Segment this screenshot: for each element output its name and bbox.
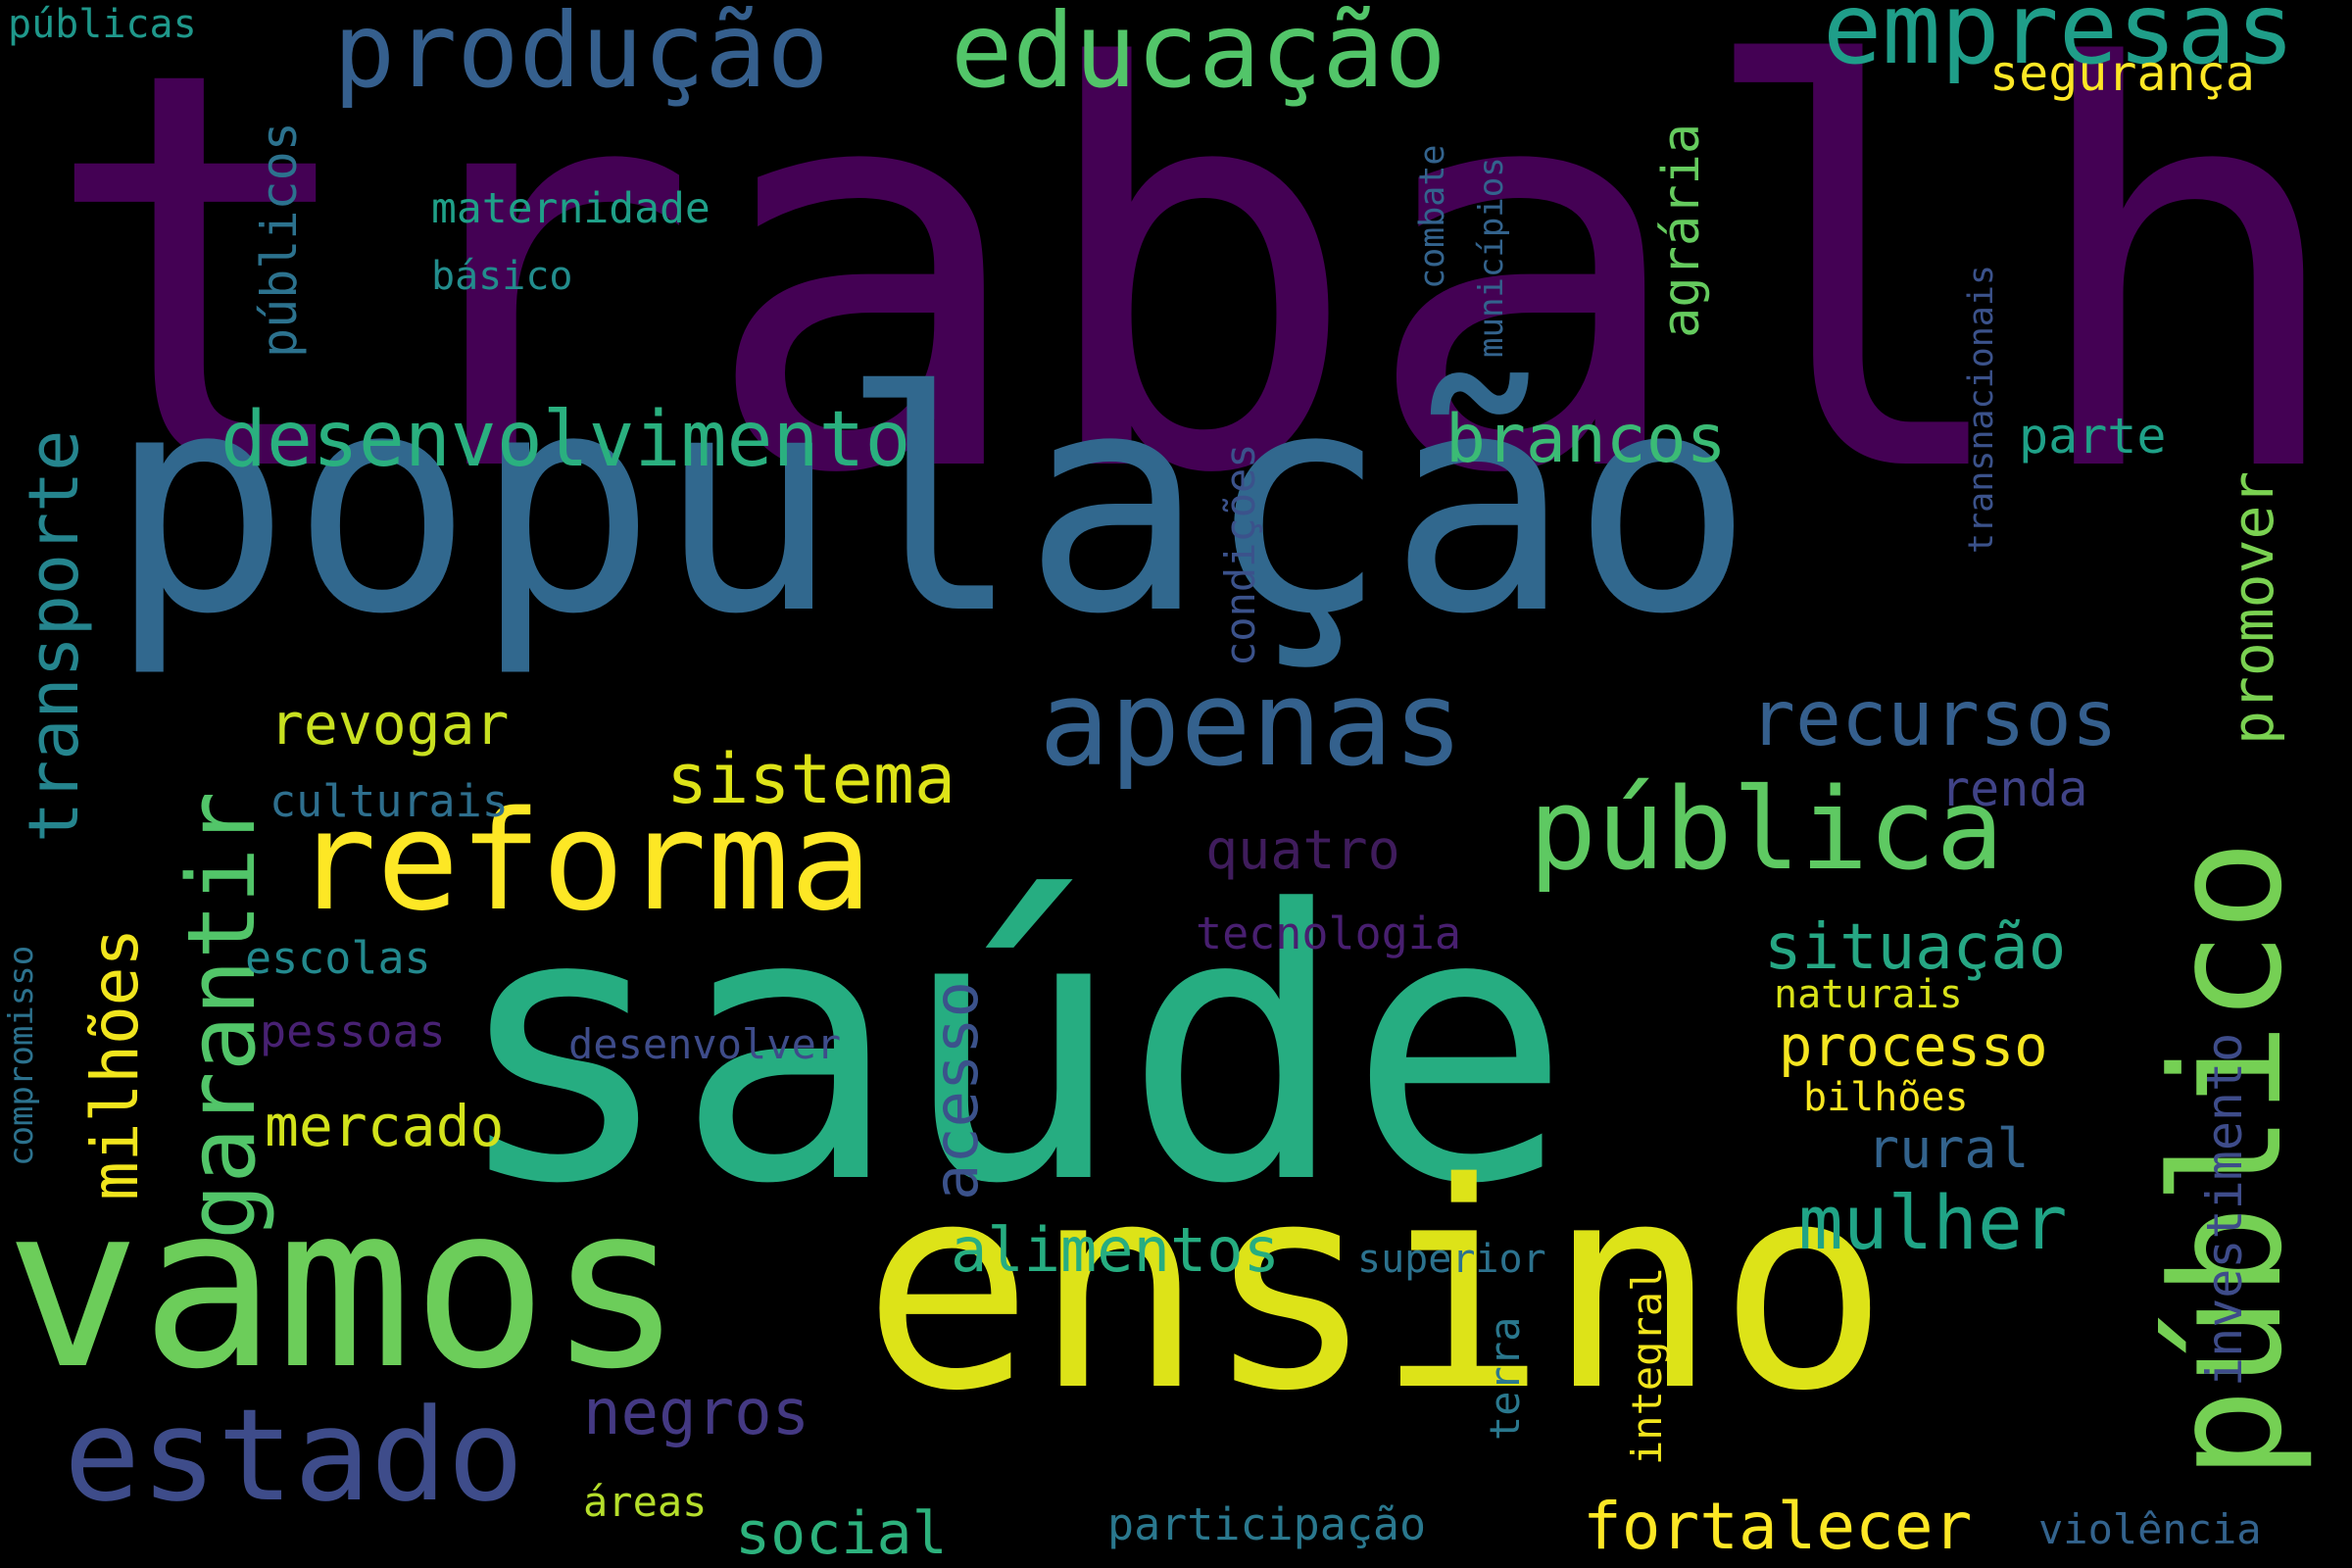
- word-investimento: investimento: [2196, 1032, 2253, 1387]
- word-basico: básico: [431, 254, 573, 299]
- word-municipios: municípios: [1472, 157, 1511, 358]
- word-vamos: vamos: [5, 1157, 684, 1419]
- word-situacao: situação: [1764, 911, 2067, 984]
- word-revogar: revogar: [270, 691, 510, 758]
- word-acesso: acesso: [920, 981, 992, 1200]
- word-culturais: culturais: [270, 775, 509, 827]
- word-apenas: apenas: [1039, 657, 1464, 793]
- word-desenvolvimento: desenvolvimento: [220, 396, 911, 484]
- word-processo: processo: [1779, 1014, 2048, 1079]
- word-empresas: empresas: [1823, 0, 2295, 86]
- word-rural: rural: [1867, 1117, 2030, 1180]
- word-pessoas: pessoas: [260, 1005, 446, 1057]
- word-areas: áreas: [583, 1478, 708, 1526]
- word-milhoes: milhões: [77, 927, 153, 1200]
- word-negros: negros: [583, 1377, 810, 1449]
- word-producao: produção: [333, 0, 829, 111]
- word-recursos: recursos: [1749, 675, 2118, 763]
- word-trabalho: trabalho: [39, 0, 2352, 594]
- word-condicoes: condições: [1216, 443, 1264, 666]
- word-populacao: população: [108, 327, 1754, 681]
- word-violencia: violência: [2038, 1505, 2262, 1553]
- word-educacao: educação: [951, 0, 1446, 111]
- word-maternidade: maternidade: [431, 184, 710, 233]
- word-escolas: escolas: [245, 932, 431, 984]
- word-terra: terra: [1481, 1316, 1529, 1441]
- word-publicos: públicos: [251, 122, 308, 358]
- word-bilhoes: bilhões: [1803, 1075, 1969, 1120]
- word-participacao: participação: [1107, 1498, 1427, 1550]
- word-transporte: transporte: [14, 429, 94, 843]
- word-promover: promover: [2220, 470, 2286, 745]
- word-sistema: sistema: [666, 739, 956, 819]
- word-renda: renda: [1940, 760, 2088, 817]
- word-publica: pública: [1529, 764, 2004, 896]
- word-brancos: brancos: [1446, 401, 1727, 478]
- word-transnacionais: transnacionais: [1962, 264, 2001, 554]
- word-desenvolver: desenvolver: [568, 1020, 842, 1068]
- word-tecnologia: tecnologia: [1196, 907, 1461, 959]
- word-integral: integral: [1623, 1266, 1671, 1465]
- word-ensino: ensino: [862, 1123, 1889, 1453]
- word-compromisso: compromisso: [2, 945, 41, 1166]
- word-social: social: [735, 1499, 948, 1568]
- word-superior: superior: [1357, 1237, 1546, 1282]
- word-fortalecer: fortalecer: [1583, 1489, 1973, 1564]
- word-mulher: mulher: [1798, 1179, 2068, 1266]
- word-estado: estado: [64, 1381, 524, 1530]
- word-naturais: naturais: [1774, 972, 1963, 1017]
- word-alimentos: alimentos: [951, 1214, 1280, 1286]
- word-reforma: reforma: [294, 782, 873, 942]
- word-combate: combate: [1413, 144, 1452, 289]
- word-parte: parte: [2019, 408, 2167, 465]
- word-garantir: garantir: [169, 791, 276, 1240]
- word-publicas: públicas: [8, 2, 197, 47]
- word-mercado: mercado: [265, 1093, 505, 1159]
- word-quatro: quatro: [1205, 818, 1400, 881]
- word-saude: saúde: [451, 831, 1572, 1265]
- word-seguranca: segurança: [1989, 45, 2255, 102]
- word-agraria: agrária: [1652, 122, 1711, 338]
